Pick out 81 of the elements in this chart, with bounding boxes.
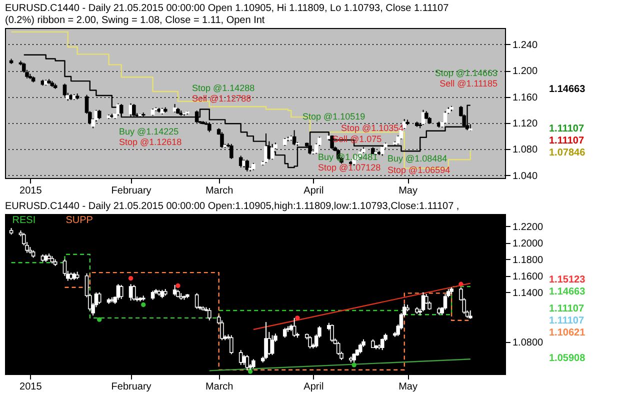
annotation: Stop @1.12618 [119, 137, 182, 147]
candlestick [336, 341, 340, 356]
candlestick [245, 159, 250, 172]
annotation: Sell @1.11185 [440, 78, 498, 88]
candlestick [292, 130, 296, 146]
text: 1.15123 [549, 274, 586, 286]
candlestick [270, 334, 274, 356]
candlestick [252, 358, 256, 369]
text: 1.14663 [549, 84, 586, 95]
candlestick [132, 284, 136, 302]
text: 1.11107 [549, 136, 584, 146]
x-tick-label: April [304, 186, 324, 196]
candlestick [358, 342, 362, 354]
annotation: Stop @1.07128 [318, 162, 381, 172]
x-tick-label: February [111, 186, 152, 196]
y-tick-label: 1.160 [512, 92, 538, 104]
y-tick-label: 1.080 [512, 144, 538, 156]
point [458, 282, 464, 286]
x-tick-label: May [398, 186, 418, 196]
y-tick-label: 1.2200 [512, 222, 544, 233]
y-tick-label: 1.2000 [512, 238, 544, 250]
x-tick-label: March [205, 186, 234, 196]
point [295, 316, 300, 320]
text: 1.07846 [549, 148, 586, 158]
x-tick-label: 2015 [20, 382, 42, 392]
y-tick-label: 1.0800 [512, 337, 544, 348]
text: 1.11107 [549, 303, 584, 314]
annotation: Stop @1.14288 [192, 83, 255, 93]
annotation: Buy @1.08484 [388, 154, 448, 164]
y-tick-label: 1.240 [512, 40, 538, 51]
annotation: Sell @1.12788 [192, 94, 252, 104]
point [96, 317, 102, 322]
candlestick [119, 284, 124, 300]
text: 1.14663 [549, 286, 586, 298]
candlestick [270, 143, 274, 160]
annotation: Stop @1.10519 [302, 112, 366, 122]
candlestick [330, 324, 334, 342]
candlestick [194, 292, 199, 310]
y-tick-label: 1.1600 [512, 271, 544, 282]
y-tick-label: 1.200 [512, 66, 538, 78]
candlestick [245, 354, 250, 370]
point [128, 276, 134, 281]
annotation: Buy @1.14225 [119, 126, 179, 136]
point [352, 362, 356, 368]
x-tick-label: May [398, 382, 418, 392]
annotation: Stop @1.06594 [388, 164, 450, 175]
candlestick [97, 109, 102, 120]
text: SUPP [66, 215, 94, 226]
candlestick [97, 292, 102, 304]
y-tick-label: 1.040 [512, 170, 538, 182]
candlestick [282, 327, 287, 338]
candlestick [208, 308, 212, 321]
annotation: Stop @1.14663 [434, 68, 498, 78]
candlestick [264, 132, 268, 164]
text: RESI [12, 215, 36, 226]
candlestick [119, 103, 124, 116]
point [176, 283, 180, 288]
text: 1.05908 [549, 353, 586, 364]
y-tick-label: 1.1400 [512, 288, 544, 299]
text: 1.11107 [549, 315, 584, 326]
x-tick-label: April [304, 382, 324, 392]
candlestick [150, 290, 155, 300]
x-tick-label: March [205, 382, 234, 392]
candlestick [264, 322, 268, 360]
candlestick [352, 352, 356, 363]
chart-title: EURUSD.C1440 - Daily 21.05.2015 00:00:00 Open:1.10905,high:1.11809,low:1.10793,Close:1.11107 , [5, 201, 460, 212]
annotation: Stop @1.10354 [341, 122, 404, 133]
text: 1.10621 [549, 327, 586, 338]
text: 1.11107 [549, 124, 584, 134]
candlestick [230, 334, 234, 355]
y-tick-label: 1.1800 [512, 254, 544, 266]
point [141, 302, 146, 308]
chart-title: EURUSD.C1440 - Daily 21.05.2015 00:00:00 Open 1.10905, Hi 1.11809, Lo 1.10793, Close 1.11107 (0.2%) ribbon = 2.00, Swing = 1.08, Close = 1.11, Open Int [5, 3, 450, 26]
y-tick-label: 1.120 [512, 118, 538, 130]
candlestick [220, 132, 224, 148]
candlestick [308, 336, 312, 349]
x-tick-label: 2015 [20, 186, 42, 196]
candlestick [132, 103, 136, 117]
x-tick-label: February [111, 382, 152, 392]
point [248, 369, 253, 374]
candlestick [220, 320, 224, 341]
